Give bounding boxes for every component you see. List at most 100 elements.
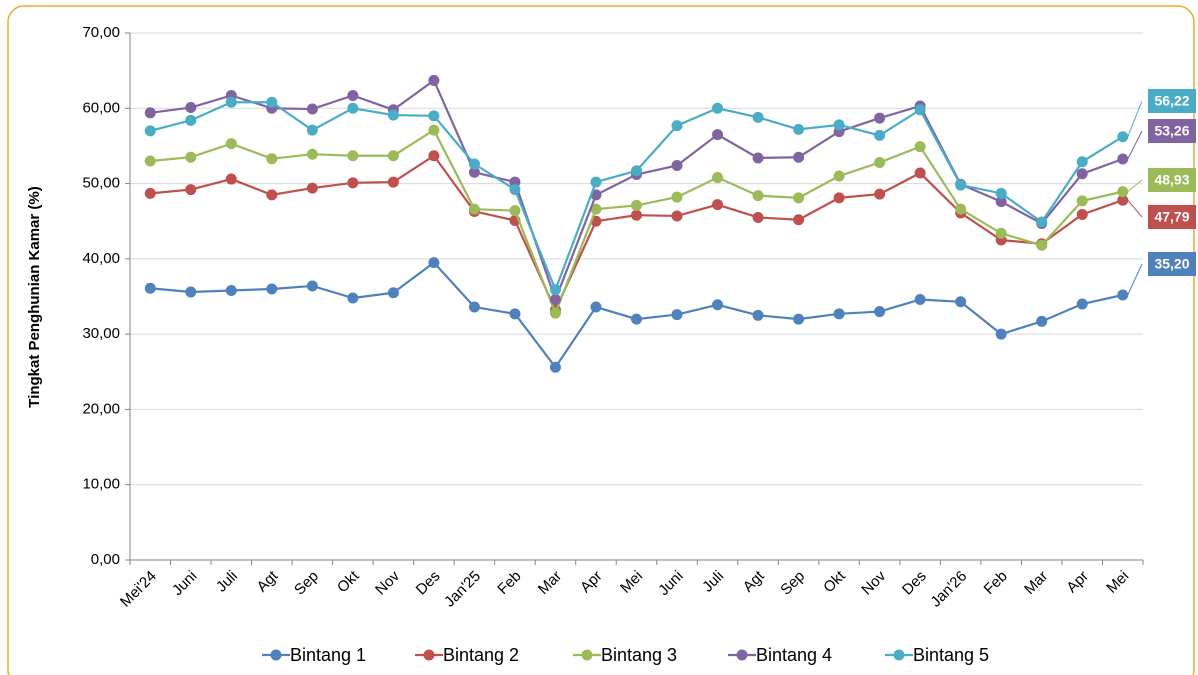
- series-marker: [1076, 298, 1088, 310]
- series-marker: [914, 141, 926, 153]
- series-marker: [185, 184, 197, 196]
- series-marker: [468, 301, 480, 313]
- label-leader: [1127, 199, 1143, 218]
- legend-label: Bintang 3: [601, 645, 677, 665]
- y-tick-label: 70,00: [82, 24, 120, 41]
- series-marker: [712, 102, 724, 114]
- legend-label: Bintang 5: [913, 645, 989, 665]
- series-marker: [874, 188, 886, 200]
- y-tick-label: 0,00: [91, 551, 120, 568]
- series-marker: [428, 74, 440, 86]
- series-marker: [428, 110, 440, 122]
- legend-label: Bintang 1: [290, 645, 366, 665]
- y-tick-label: 60,00: [82, 99, 120, 116]
- value-label-box: [1148, 252, 1196, 276]
- value-label: 53,26: [1154, 123, 1189, 139]
- series-marker: [144, 107, 156, 119]
- legend-label: Bintang 4: [756, 645, 832, 665]
- series-marker: [995, 196, 1007, 208]
- series-marker: [387, 150, 399, 162]
- series-marker: [468, 158, 480, 170]
- y-tick-label: 40,00: [82, 250, 120, 267]
- y-tick-label: 50,00: [82, 175, 120, 192]
- series-marker: [590, 301, 602, 313]
- value-label-box: [1148, 168, 1196, 192]
- series-marker: [752, 190, 764, 202]
- series-marker: [712, 129, 724, 141]
- series-marker: [306, 182, 318, 194]
- series-marker: [995, 328, 1007, 340]
- label-leader: [1127, 179, 1143, 193]
- series-marker: [1117, 289, 1129, 301]
- series-marker: [995, 187, 1007, 199]
- series-marker: [631, 199, 642, 211]
- series-marker: [874, 112, 886, 124]
- series-marker: [509, 184, 521, 196]
- legend-marker: [736, 649, 748, 661]
- series-marker: [752, 111, 764, 123]
- series-marker: [144, 282, 156, 294]
- series-marker: [347, 89, 359, 101]
- series-marker: [306, 103, 318, 115]
- series-marker: [549, 284, 561, 296]
- series-marker: [793, 151, 805, 163]
- series-marker: [914, 167, 926, 179]
- series-marker: [752, 309, 764, 321]
- series-marker: [225, 284, 237, 296]
- series-marker: [631, 165, 642, 177]
- series-marker: [428, 150, 440, 162]
- series-marker: [225, 138, 237, 150]
- series-marker: [793, 214, 805, 226]
- series-marker: [955, 179, 967, 191]
- series-marker: [833, 119, 845, 131]
- series-marker: [185, 286, 197, 298]
- value-label: 56,22: [1154, 93, 1189, 109]
- series-marker: [347, 292, 359, 304]
- series-marker: [793, 192, 805, 204]
- y-tick-label: 30,00: [82, 325, 120, 342]
- y-tick-label: 20,00: [82, 400, 120, 417]
- series-marker: [833, 308, 845, 320]
- series-marker: [509, 308, 521, 320]
- series-marker: [1076, 195, 1088, 207]
- series-marker: [671, 210, 683, 222]
- series-marker: [1117, 153, 1129, 165]
- series-marker: [428, 124, 440, 136]
- series-marker: [590, 176, 602, 188]
- series-marker: [266, 96, 278, 108]
- series-marker: [549, 294, 561, 306]
- value-label: 35,20: [1154, 256, 1189, 272]
- series-marker: [387, 176, 399, 188]
- series-marker: [1076, 156, 1088, 168]
- series-marker: [306, 148, 318, 160]
- series-marker: [712, 172, 724, 184]
- series-marker: [225, 173, 237, 185]
- series-marker: [671, 160, 683, 172]
- series-marker: [347, 102, 359, 114]
- series-marker: [833, 170, 845, 182]
- series-marker: [306, 124, 318, 136]
- series-marker: [1036, 239, 1048, 251]
- series-marker: [468, 203, 480, 215]
- series-marker: [671, 309, 683, 321]
- series-marker: [1117, 194, 1129, 206]
- series-marker: [752, 152, 764, 164]
- series-marker: [144, 125, 156, 137]
- series-marker: [185, 114, 197, 126]
- series-marker: [874, 306, 886, 318]
- value-label: 48,93: [1154, 172, 1189, 188]
- series-marker: [347, 150, 359, 162]
- series-marker: [1036, 216, 1048, 228]
- series-marker: [631, 209, 642, 221]
- value-label-box: [1148, 205, 1196, 229]
- series-marker: [144, 187, 156, 199]
- series-marker: [1117, 131, 1129, 143]
- series-marker: [874, 156, 886, 168]
- series-marker: [712, 199, 724, 211]
- value-label-box: [1148, 89, 1196, 113]
- legend-marker: [423, 649, 435, 661]
- series-marker: [955, 296, 967, 308]
- series-marker: [995, 227, 1007, 239]
- legend-marker: [581, 649, 593, 661]
